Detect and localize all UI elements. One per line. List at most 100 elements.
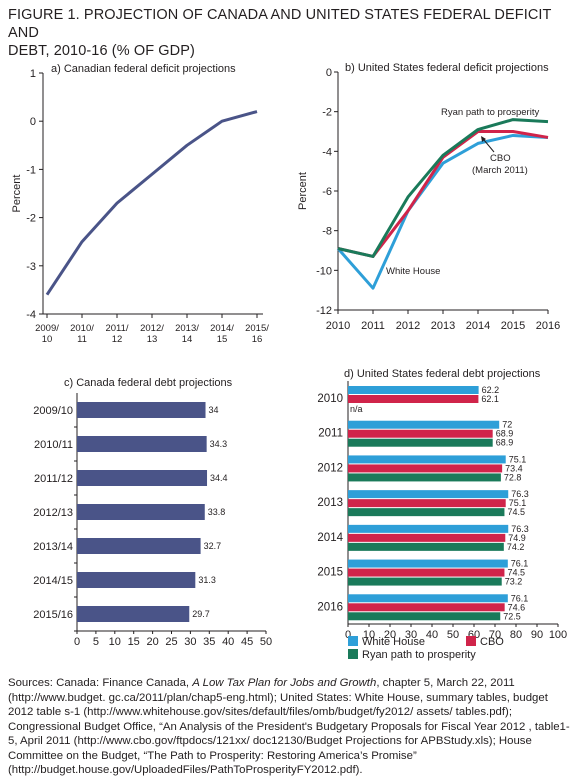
x-tick-label: 14	[182, 334, 193, 345]
ryan-bar	[348, 612, 501, 621]
annotation-cbo: CBO	[490, 153, 511, 164]
cbo-bar	[348, 464, 503, 473]
data-label: 33.8	[208, 507, 226, 517]
cbo-bar	[348, 568, 505, 577]
y-tick-label: -2	[26, 213, 36, 225]
x-tick-label: 2010	[326, 320, 350, 332]
arrow-head	[481, 136, 486, 142]
x-tick-label: 30	[405, 629, 417, 641]
data-label: n/a	[350, 404, 363, 414]
x-tick-label: 25	[165, 636, 177, 648]
data-label: 73.4	[505, 463, 523, 473]
white-house-bar	[348, 594, 508, 603]
ryan-line	[337, 118, 549, 258]
figure-title-line1: FIGURE 1. PROJECTION OF CANADA AND UNITE…	[8, 7, 552, 41]
white-house-bar	[348, 455, 506, 464]
cbo-bar	[348, 499, 506, 508]
x-tick-label: 11	[77, 334, 87, 345]
category-label: 2011/12	[34, 473, 73, 485]
y-tick-label: -12	[316, 305, 332, 317]
legend-swatch	[466, 636, 476, 646]
y-tick-label: -4	[26, 309, 36, 321]
category-label: 2010/11	[34, 439, 73, 451]
data-label: 74.6	[508, 602, 526, 612]
debt-bar	[77, 572, 196, 588]
category-label: 2013/14	[33, 541, 73, 553]
category-label: 2014/15	[33, 575, 73, 587]
white-house-bar	[348, 490, 509, 499]
data-label: 75.1	[509, 454, 527, 464]
x-tick-label: 2013	[431, 320, 455, 332]
category-label: 2010	[317, 393, 343, 405]
category-label: 2012/13	[33, 507, 73, 519]
white-house-bar	[348, 524, 509, 533]
x-tick-label: 20	[146, 636, 158, 648]
category-label: 2009/10	[33, 405, 73, 417]
x-tick-label: 40	[426, 629, 438, 641]
ryan-bar	[348, 473, 501, 482]
debt-bar	[77, 402, 206, 418]
annotation-ryan: Ryan path to prosperity	[441, 107, 539, 118]
figure-title-line2: DEBT, 2010-16 (% OF GDP)	[8, 43, 195, 59]
category-label: 2015	[317, 567, 343, 579]
ryan-bar	[348, 542, 504, 551]
x-tick-label: 15	[128, 636, 140, 648]
x-tick-label: 2011	[361, 320, 385, 332]
data-label: 74.5	[507, 507, 525, 517]
x-tick-label: 70	[489, 629, 501, 641]
x-tick-label: 2014/	[210, 323, 234, 334]
chart-title: b) United States federal deficit project…	[345, 62, 549, 74]
x-tick-label: 2015/	[245, 323, 269, 334]
debt-bar	[77, 606, 190, 622]
x-tick-label: 0	[74, 636, 80, 648]
data-label: 76.3	[511, 489, 529, 499]
x-tick-label: 15	[217, 334, 228, 345]
cbo-line	[337, 130, 549, 258]
y-tick-label: -8	[322, 226, 332, 238]
x-tick-label: 2013/	[175, 323, 199, 334]
legend-label: Ryan path to prosperity	[362, 649, 476, 661]
y-tick-label: -4	[322, 146, 332, 158]
data-label: 68.9	[496, 429, 514, 439]
white-house-bar	[348, 559, 508, 568]
data-label: 74.9	[508, 533, 526, 543]
x-tick-label: 90	[531, 629, 543, 641]
annotation-white-house: White House	[386, 266, 440, 277]
category-label: 2014	[317, 532, 343, 544]
white-house-line	[336, 133, 549, 290]
x-tick-label: 2014	[466, 320, 490, 332]
x-tick-label: 2012	[396, 320, 420, 332]
x-tick-label: 80	[510, 629, 522, 641]
canada-debt-chart: 0 5 10 15 20 25 30 35 40 45 50 c) Canada federal de…	[33, 377, 272, 648]
legend-swatch	[348, 636, 358, 646]
cbo-bar	[348, 533, 506, 542]
data-label: 74.2	[507, 542, 525, 552]
data-label: 76.3	[511, 524, 529, 534]
data-label: 73.2	[505, 577, 523, 587]
y-tick-label: 1	[30, 68, 36, 80]
data-label: 72.8	[504, 472, 522, 482]
x-tick-label: 10	[109, 636, 121, 648]
x-tick-label: 10	[42, 334, 53, 345]
sources-text-2: , chapter 5, March 22, 2011 (http://www.…	[8, 677, 570, 776]
data-label: 76.1	[511, 559, 529, 569]
figure-title: FIGURE 1. PROJECTION OF CANADA AND UNITE…	[8, 6, 573, 60]
data-label: 34.3	[210, 439, 228, 449]
x-tick-label: 20	[384, 629, 396, 641]
us-deficit-chart: 0 -2 -4 -6 -8 -10 -12 2010 2011 2012 2013 2014 2015 2…	[297, 62, 560, 332]
x-tick-label: 2012/	[140, 323, 164, 334]
data-label: 72.5	[503, 611, 521, 621]
x-tick-label: 2016	[536, 320, 560, 332]
data-label: 31.3	[198, 575, 216, 585]
y-tick-label: -3	[26, 261, 36, 273]
y-tick-label: 0	[30, 116, 36, 128]
x-tick-label: 10	[363, 629, 375, 641]
debt-bar	[77, 538, 201, 554]
deficit-line	[45, 110, 258, 296]
x-tick-label: 2015	[501, 320, 525, 332]
x-tick-label: 0	[345, 629, 351, 641]
cbo-bar	[348, 395, 479, 403]
x-tick-label: 13	[147, 334, 158, 345]
chart-title: a) Canadian federal deficit projections	[51, 63, 236, 75]
legend-swatch	[348, 649, 358, 659]
